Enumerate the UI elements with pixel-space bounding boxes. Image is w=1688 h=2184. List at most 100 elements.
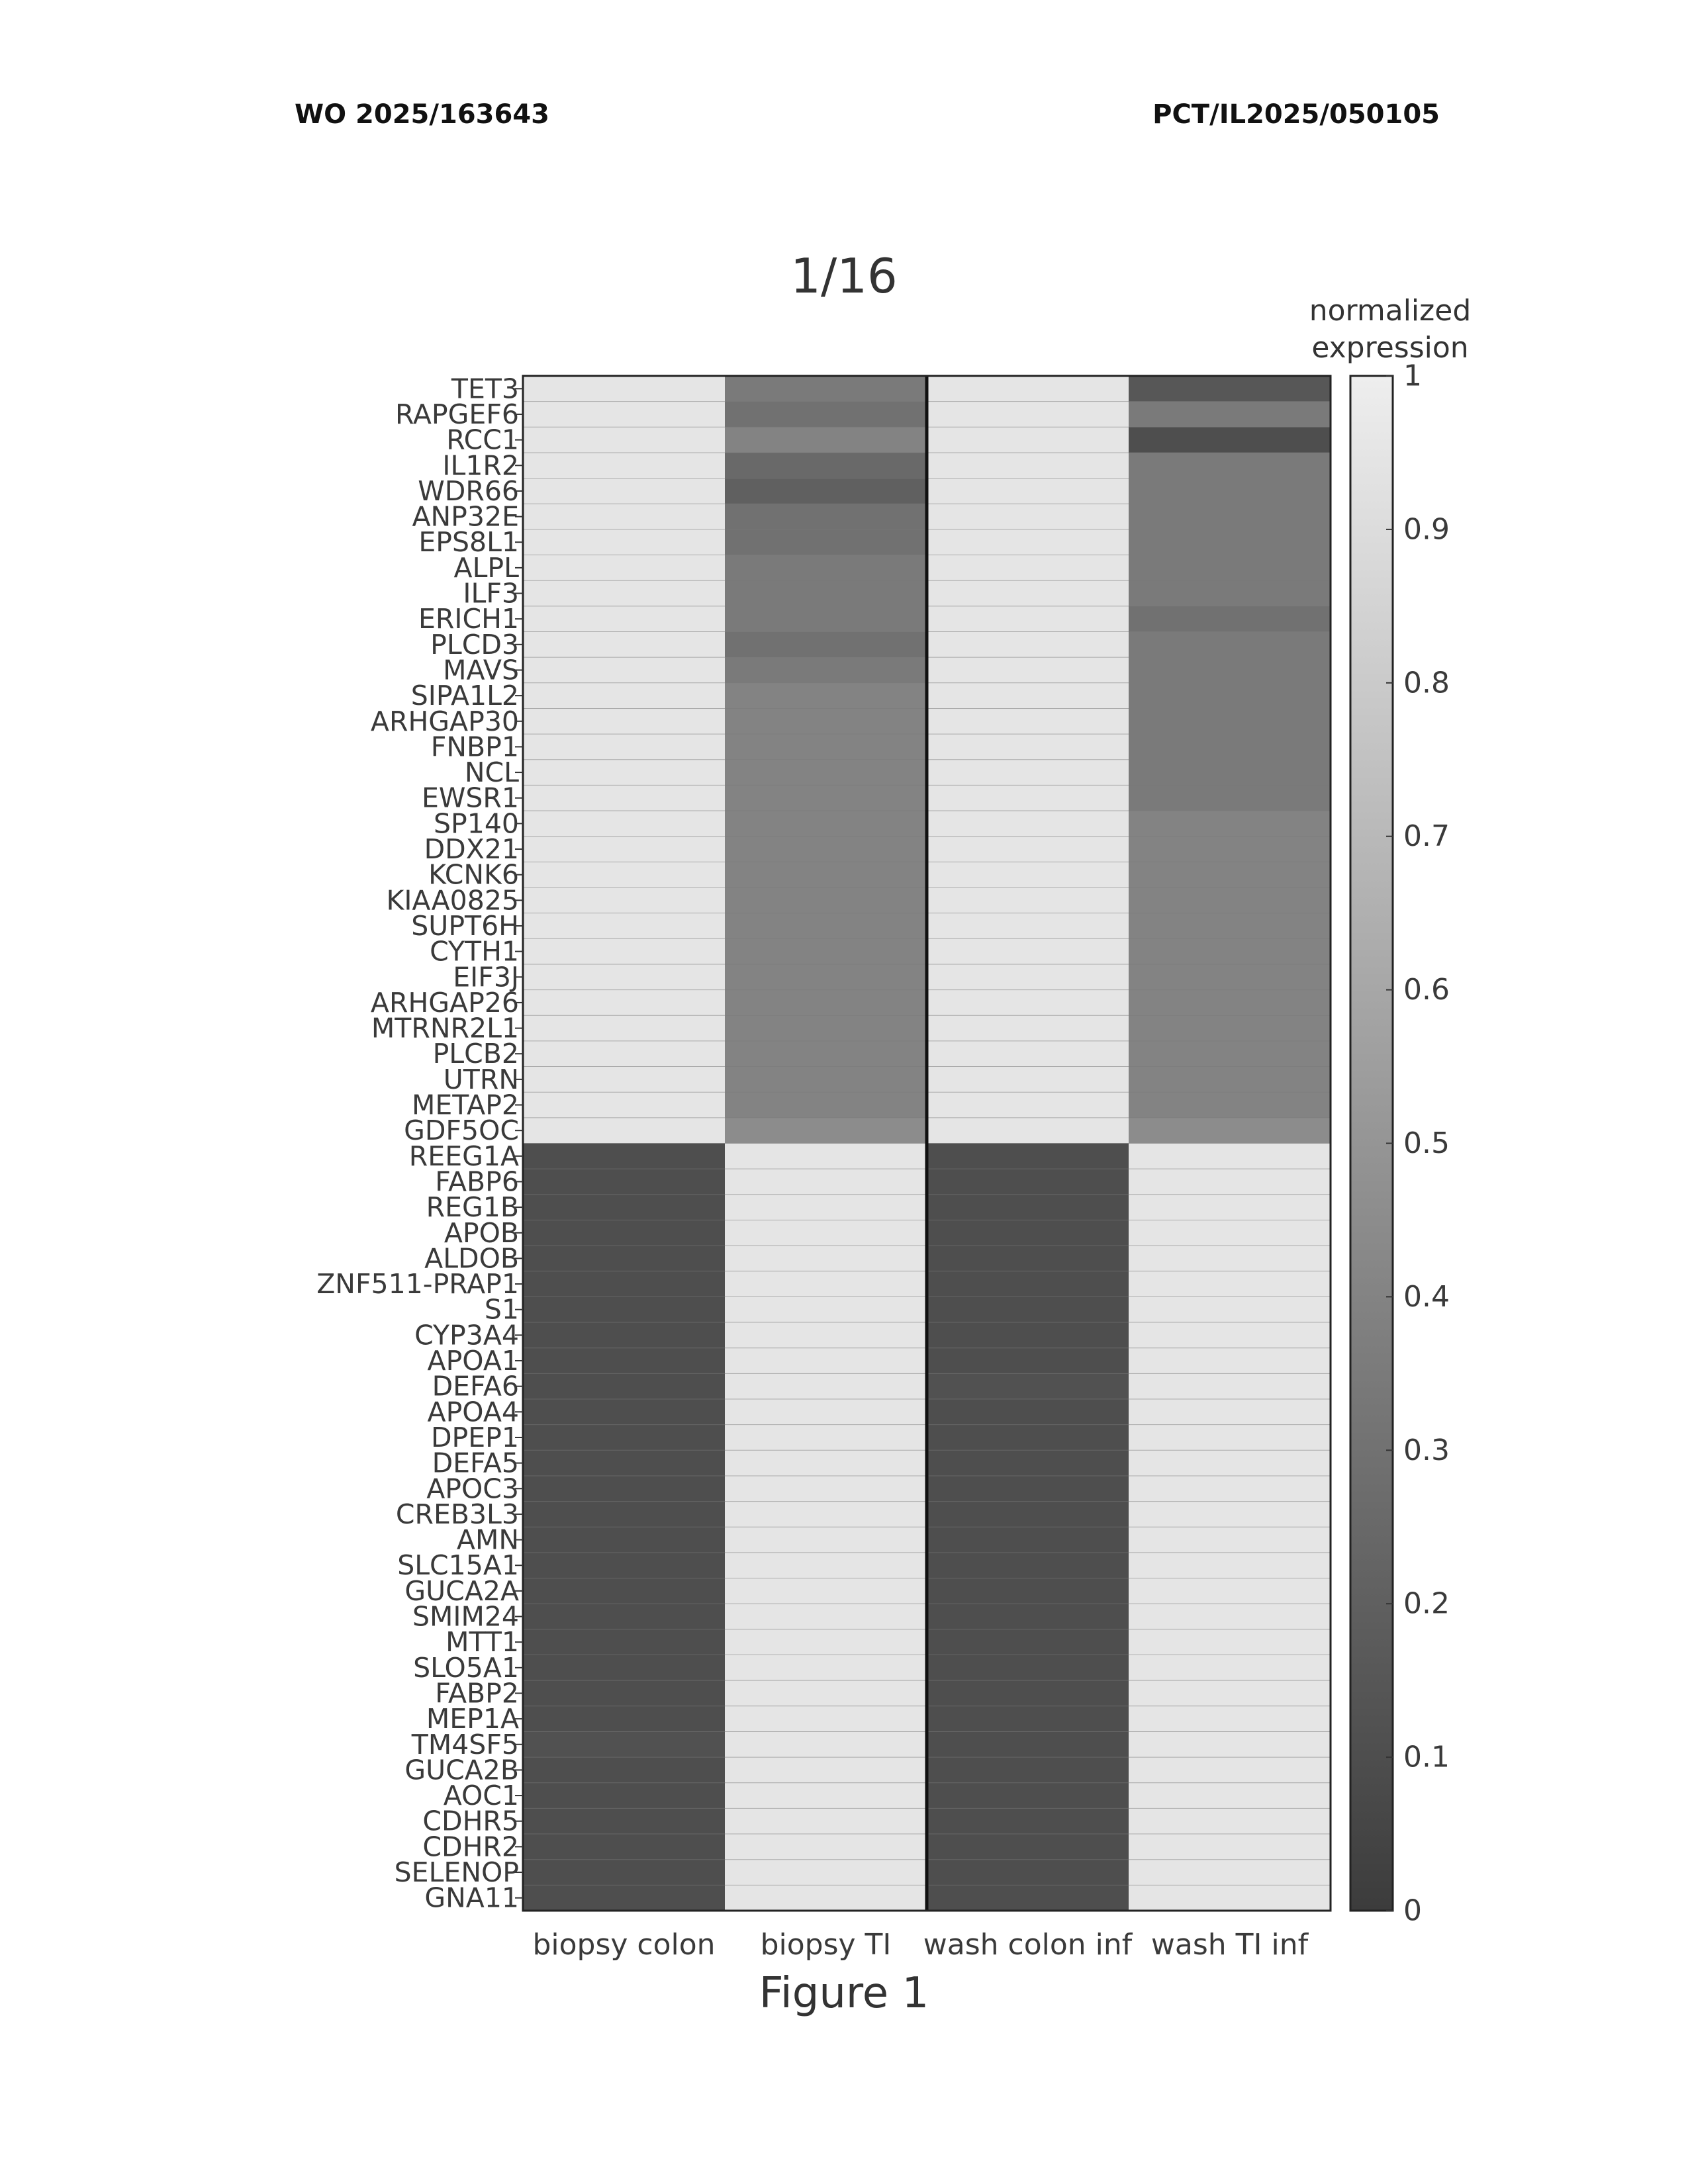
gene-label: GNA11 [424, 1882, 519, 1914]
heatmap-cell [1129, 632, 1331, 658]
heatmap-cell [725, 1553, 927, 1578]
heatmap-cell [927, 708, 1129, 734]
heatmap-cell [927, 1297, 1129, 1322]
colorbar: 00.10.20.30.40.50.60.70.80.91 [1350, 359, 1450, 1928]
heatmap-cell [725, 529, 927, 555]
heatmap-cell [725, 1604, 927, 1629]
heatmap-cell [523, 1860, 726, 1886]
heatmap-cell [523, 1118, 726, 1144]
heatmap-cell [523, 427, 726, 453]
heatmap-cell [725, 734, 927, 760]
heatmap-cell [927, 1502, 1129, 1527]
heatmap-cell [927, 1527, 1129, 1553]
heatmap-cell [725, 1808, 927, 1834]
heatmap-cell [523, 1015, 726, 1041]
heatmap-cell [1129, 837, 1331, 862]
colorbar-tick-label: 0.5 [1403, 1126, 1450, 1160]
heatmap-cell [523, 811, 726, 837]
heatmap-cell [927, 811, 1129, 837]
colorbar-tick-label: 0.2 [1403, 1587, 1450, 1621]
heatmap-cell [927, 734, 1129, 760]
heatmap-cell [1129, 1297, 1331, 1322]
heatmap-cell [1129, 1067, 1331, 1093]
heatmap-cell [523, 1731, 726, 1757]
heatmap-cell [725, 1757, 927, 1783]
heatmap-cell [927, 1680, 1129, 1706]
heatmap-cell [927, 606, 1129, 632]
heatmap-cell [927, 683, 1129, 709]
heatmap-cell [523, 1808, 726, 1834]
heatmap-cell [523, 606, 726, 632]
heatmap-cell [927, 1578, 1129, 1604]
heatmap-cell [1129, 913, 1331, 939]
heatmap-cell [523, 376, 726, 402]
heatmap-cell [725, 1731, 927, 1757]
heatmap-cell [1129, 555, 1331, 581]
heatmap-cell [725, 1399, 927, 1425]
heatmap-cell [523, 1246, 726, 1271]
heatmap-cell [523, 580, 726, 606]
heatmap-cell [1129, 683, 1331, 709]
heatmap-cell [927, 478, 1129, 504]
heatmap-cell [725, 1578, 927, 1604]
heatmap-cell [1129, 529, 1331, 555]
heatmap-cell [725, 1348, 927, 1374]
heatmap-cell [523, 1553, 726, 1578]
heatmap-cell [927, 1195, 1129, 1220]
heatmap-cell [927, 1553, 1129, 1578]
heatmap-cell [1129, 734, 1331, 760]
heatmap-cell [927, 1041, 1129, 1067]
heatmap-cell [725, 913, 927, 939]
heatmap-cell [1129, 1450, 1331, 1476]
heatmap-cell [927, 1425, 1129, 1451]
heatmap-cell [725, 1067, 927, 1093]
heatmap-cell [523, 1629, 726, 1655]
colorbar-tick-label: 0.7 [1403, 819, 1450, 853]
gene-labels: TET3RAPGEF6RCC1IL1R2WDR66ANP32EEPS8L1ALP… [316, 373, 523, 1913]
heatmap-cell [927, 1476, 1129, 1502]
heatmap-cell [523, 837, 726, 862]
heatmap-cell [523, 990, 726, 1016]
heatmap-cell [725, 555, 927, 581]
heatmap-cell [725, 580, 927, 606]
figure-caption: Figure 1 [0, 1969, 1688, 2018]
heatmap-cell [1129, 1885, 1331, 1911]
heatmap-cell [523, 683, 726, 709]
heatmap-cell [725, 1041, 927, 1067]
heatmap-cell [523, 1680, 726, 1706]
heatmap-cell [927, 504, 1129, 529]
heatmap-cell [725, 1860, 927, 1886]
heatmap-cell [523, 1783, 726, 1809]
heatmap-cell [1129, 1271, 1331, 1297]
heatmap-cell [725, 1322, 927, 1348]
heatmap-cell [523, 1706, 726, 1732]
heatmap-cell [725, 1118, 927, 1144]
heatmap-cell [1129, 1322, 1331, 1348]
heatmap-cell [1129, 427, 1331, 453]
heatmap-cell [725, 1015, 927, 1041]
heatmap-cell [1129, 785, 1331, 811]
heatmap-cell [725, 1373, 927, 1399]
heatmap-cell [927, 964, 1129, 990]
heatmap-cell [927, 1373, 1129, 1399]
heatmap-cell [927, 1860, 1129, 1886]
heatmap-cell [927, 1604, 1129, 1629]
heatmap-cell [1129, 657, 1331, 683]
heatmap-cell [927, 1450, 1129, 1476]
heatmap-cell [523, 1655, 726, 1681]
heatmap-cell [1129, 1220, 1331, 1246]
heatmap-cell [523, 1476, 726, 1502]
heatmap-cell [927, 785, 1129, 811]
heatmap-cell [927, 402, 1129, 428]
heatmap-cell [1129, 580, 1331, 606]
heatmap-cell [725, 1655, 927, 1681]
heatmap-cell [725, 427, 927, 453]
colorbar-tick-label: 0.6 [1403, 973, 1450, 1007]
heatmap-cell [523, 1092, 726, 1118]
heatmap-cell [725, 1834, 927, 1860]
heatmap-cell [725, 1680, 927, 1706]
heatmap-cell [927, 1808, 1129, 1834]
heatmap-cell [927, 760, 1129, 786]
heatmap-cell [523, 708, 726, 734]
